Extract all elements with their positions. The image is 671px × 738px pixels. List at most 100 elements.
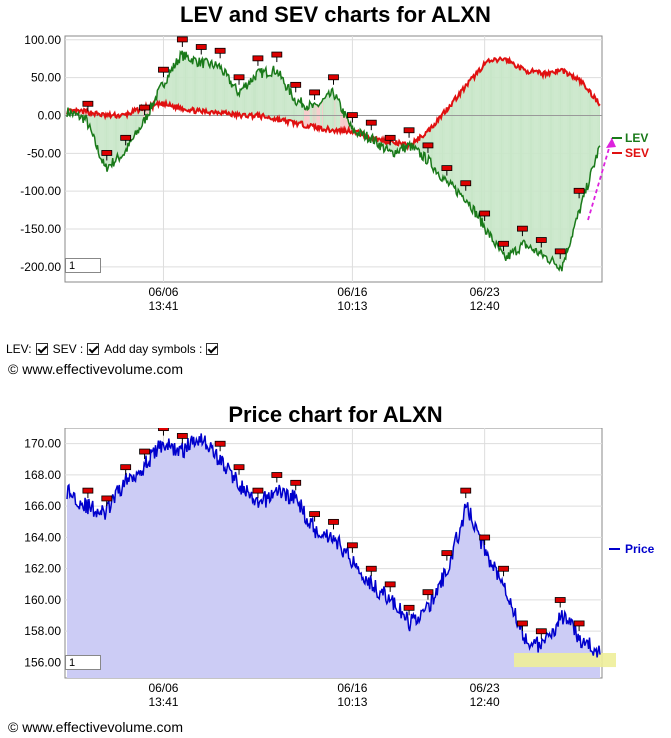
lev-sev-fill (289, 88, 291, 121)
lev-sev-fill (104, 114, 106, 166)
lev-sev-fill (258, 69, 260, 118)
lev-sev-fill (490, 60, 492, 235)
lev-sev-fill (501, 58, 502, 252)
lev-sev-fill (208, 65, 210, 115)
lev-sev-fill (472, 75, 474, 214)
day-marker (309, 511, 321, 517)
lev-sev-fill (100, 115, 102, 160)
lev-sev-fill (285, 89, 287, 123)
lev-sev-fill (183, 51, 185, 111)
day-marker (573, 620, 585, 627)
lev-sev-fill (307, 108, 309, 128)
x-tick-date: 06/06 (148, 681, 178, 695)
day-marker (309, 89, 321, 96)
lev-sev-fill (598, 103, 599, 149)
lev-sev-fill (330, 89, 332, 132)
y-tick-label: 50.00 (31, 71, 61, 85)
lev-sev-fill (177, 59, 179, 110)
lev-sev-fill (509, 59, 511, 260)
x-tick-time: 10:13 (337, 695, 367, 709)
lev-sev-fill (453, 98, 455, 188)
lev-sev-fill (224, 69, 225, 113)
lev-sev-fill (548, 71, 550, 264)
lev-sev-fill (517, 65, 519, 253)
lev-sev-fill (257, 69, 259, 118)
day-marker (422, 142, 434, 149)
lev-sev-fill (99, 114, 101, 159)
price-area (67, 433, 600, 678)
lev-sev-fill (192, 57, 194, 109)
lev-sev-fill (534, 70, 536, 254)
lev-sev-fill (252, 75, 254, 119)
lev-sev-fill (315, 104, 317, 129)
lev-sev-fill (565, 71, 567, 259)
lev-sev-fill (316, 104, 318, 130)
lev-sev-fill (215, 61, 217, 112)
lev-sev-fill (159, 84, 161, 105)
sev-checkbox[interactable] (87, 343, 100, 355)
price-series-line (66, 433, 601, 658)
lev-sev-fill (254, 77, 256, 117)
lev-sev-fill (174, 65, 176, 109)
lev-sev-fill (569, 73, 571, 247)
lev-sev-fill (484, 62, 486, 234)
day-marker (422, 589, 434, 596)
day-marker (214, 440, 226, 447)
lev-sev-fill (390, 140, 392, 152)
lev-sev-fill (97, 113, 99, 153)
lev-sev-fill (435, 123, 437, 174)
lev-sev-fill (217, 64, 219, 114)
y-tick-label: -100.00 (20, 184, 61, 198)
lev-sev-fill (543, 71, 545, 256)
day-marker (101, 150, 113, 156)
day-symbols-checkbox[interactable] (206, 343, 219, 355)
lev-sev-fill (196, 61, 198, 111)
lev-sev-fill (511, 61, 513, 253)
lev-sev-fill (503, 58, 505, 258)
price-zoom-box[interactable]: 1 (65, 655, 101, 670)
x-tick-date: 06/23 (470, 285, 500, 299)
lev-checkbox[interactable] (35, 343, 48, 355)
lev-sev-fill (559, 70, 560, 270)
lev-sev-fill (187, 55, 189, 112)
lev-sev-fill (544, 71, 546, 256)
day-marker (460, 487, 472, 494)
day-marker (517, 620, 528, 627)
lev-sev-fill (293, 97, 295, 125)
lev-sev-fill (599, 104, 600, 147)
lev-sev-fill (275, 73, 277, 121)
lev-sev-fill (581, 80, 582, 205)
lev-sev-fill (161, 82, 163, 105)
lev-sev-fill (251, 81, 253, 119)
lev-sev-fill (468, 80, 470, 205)
lev-sev-fill (220, 66, 222, 115)
lev-sev-fill (522, 67, 524, 242)
lev-sev-fill (167, 74, 169, 106)
lev-sev-fill (550, 71, 552, 262)
lev-sev-fill (523, 69, 525, 242)
lev-sev-fill (269, 75, 271, 120)
lev-sev-fill (324, 96, 326, 132)
lev-sev-fill (199, 57, 201, 111)
lev-sev-fill (95, 111, 97, 149)
y-tick-label: 158.00 (24, 624, 61, 638)
lev-sev-fill (283, 77, 284, 121)
x-tick-time: 13:41 (148, 695, 178, 709)
lev-sev-fill (588, 89, 590, 187)
lev-sev-fill (201, 58, 203, 114)
lev-sev-fill (332, 88, 334, 131)
lev-sev-fill (238, 93, 240, 116)
lev-sev-fill (444, 112, 446, 179)
day-marker (384, 581, 396, 588)
lev-sev-fill (206, 58, 207, 113)
lev-sev-fill (245, 82, 246, 117)
lev-sev-fill (471, 77, 473, 214)
lev-sev-fill (218, 63, 220, 114)
lev-sev-fill (485, 61, 487, 235)
lev-sev-fill (592, 97, 594, 168)
day-marker (158, 428, 169, 432)
lev-sev-fill (439, 116, 441, 180)
lev-sev-zoom-box[interactable]: 1 (65, 258, 101, 273)
lev-sev-fill (547, 71, 549, 262)
lev-sev-fill (211, 60, 213, 112)
